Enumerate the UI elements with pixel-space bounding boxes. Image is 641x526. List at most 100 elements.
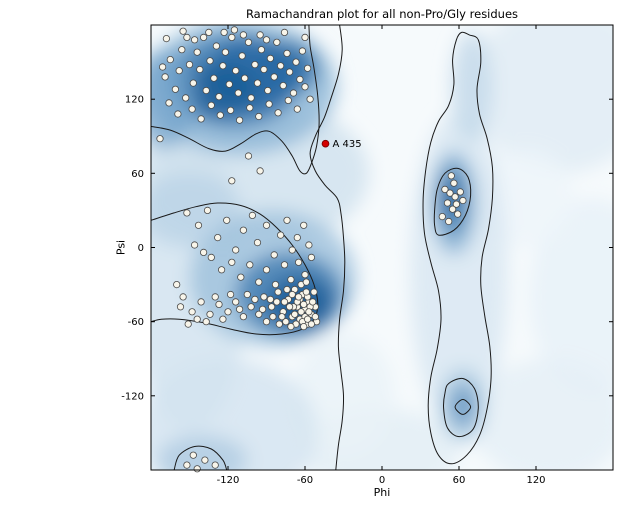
scatter-point: [307, 253, 315, 261]
scatter-point: [237, 273, 245, 281]
scatter-point: [188, 105, 196, 113]
scatter-point: [301, 83, 309, 91]
scatter-point: [302, 288, 310, 296]
scatter-point: [191, 36, 199, 44]
scatter-point: [303, 315, 312, 323]
scatter-point: [260, 65, 268, 74]
scatter-point: [269, 313, 277, 321]
scatter-point: [310, 288, 318, 296]
scatter-point: [244, 152, 253, 160]
scatter-point: [273, 298, 281, 306]
scatter-point: [253, 79, 262, 87]
x-tick-label: -60: [297, 475, 313, 486]
scatter-point: [266, 295, 274, 303]
scatter-point: [236, 116, 244, 124]
scatter-point: [189, 451, 197, 459]
scatter-point: [196, 65, 204, 74]
scatter-point: [246, 261, 254, 269]
scatter-point: [287, 275, 295, 284]
x-tick-label: 120: [526, 475, 545, 486]
scatter-point: [300, 300, 308, 308]
scatter-point: [452, 200, 460, 208]
scatter-point: [210, 74, 218, 82]
scatter-point: [193, 48, 201, 56]
scatter-point: [459, 196, 467, 205]
scatter-point: [202, 318, 210, 326]
contour-line: [309, 25, 346, 470]
scatter-point: [267, 303, 276, 311]
scatter-point: [183, 209, 191, 217]
contour-line: [443, 377, 479, 438]
scatter-point: [298, 47, 306, 55]
scatter-point: [292, 58, 300, 66]
scatter-point: [443, 199, 452, 207]
scatter-point: [166, 55, 174, 64]
x-axis-label: Phi: [373, 486, 391, 499]
contour-line: [422, 31, 494, 465]
scatter-point: [175, 67, 183, 75]
scatter-point: [276, 231, 285, 239]
y-tick-label: 60: [131, 169, 144, 180]
scatter-point: [287, 322, 295, 331]
scatter-point: [218, 266, 226, 274]
scatter-point: [258, 305, 267, 313]
scatter-point: [162, 34, 170, 43]
scatter-point: [266, 54, 274, 63]
scatter-point: [262, 36, 271, 44]
scatter-point: [211, 293, 219, 301]
scatter-point: [232, 67, 240, 75]
contour-line: [173, 445, 228, 470]
scatter-point: [280, 298, 289, 306]
scatter-point: [173, 280, 181, 289]
contour-line: [454, 398, 472, 415]
scatter-point: [239, 226, 247, 234]
scatter-point: [283, 285, 291, 294]
scatter-point: [296, 75, 304, 84]
scatter-point: [206, 57, 214, 65]
scatter-point: [279, 82, 287, 90]
scatter-point: [264, 86, 272, 95]
scatter-point: [214, 234, 222, 242]
scatter-point: [241, 74, 249, 82]
scatter-point: [238, 52, 246, 60]
scatter-point: [293, 234, 301, 242]
scatter-point: [285, 303, 294, 311]
scatter-point: [211, 461, 219, 469]
scatter-point: [225, 80, 233, 88]
scatter-point: [212, 42, 220, 50]
scatter-point: [270, 251, 278, 259]
scatter-point: [215, 300, 223, 308]
scatter-point: [257, 46, 265, 54]
scatter-point: [301, 33, 309, 42]
scatter-point: [247, 303, 255, 311]
scatter-point: [207, 253, 215, 261]
scatter-point: [232, 246, 240, 254]
y-tick-label: -120: [121, 391, 144, 402]
scatter-point: [255, 278, 263, 286]
scatter-point: [224, 308, 232, 316]
scatter-point: [260, 293, 268, 301]
x-tick-label: -120: [217, 475, 240, 486]
scatter-point: [262, 266, 271, 274]
scatter-point: [227, 106, 235, 114]
scatter-point: [303, 64, 312, 72]
scatter-point: [246, 104, 254, 112]
scatter-point: [255, 310, 263, 318]
scatter-point: [220, 28, 228, 37]
scatter-point: [445, 217, 453, 226]
scatter-point: [288, 246, 296, 254]
scatter-point: [200, 248, 208, 256]
scatter-point: [228, 33, 236, 42]
scatter-point: [438, 213, 446, 221]
scatter-point: [262, 221, 271, 229]
scatter-point: [247, 94, 255, 102]
scatter-point: [288, 290, 296, 299]
scatter-point: [275, 320, 283, 328]
scatter-point: [230, 26, 238, 34]
scatter-point: [239, 313, 247, 321]
contour-line: [433, 167, 472, 236]
scatter-point: [446, 189, 454, 197]
scatter-point: [202, 86, 210, 95]
scatter-point: [300, 221, 308, 229]
